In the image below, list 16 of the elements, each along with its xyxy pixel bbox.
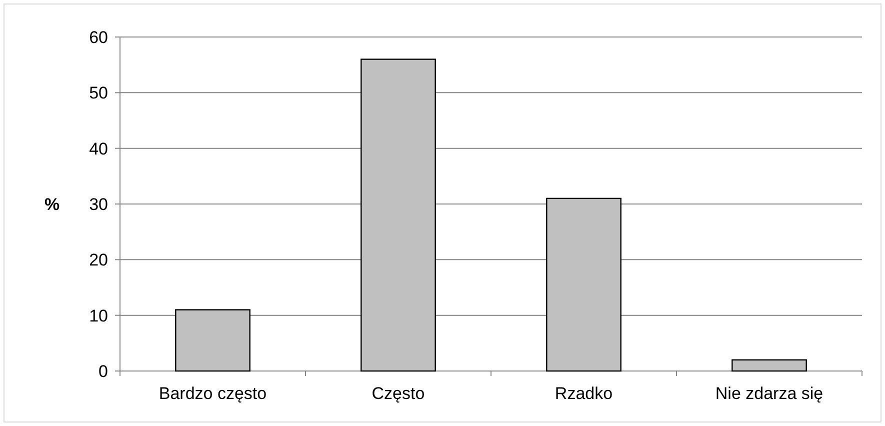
y-tick-label: 30: [89, 194, 108, 214]
bar: [546, 198, 622, 372]
y-tick-label: 0: [98, 362, 108, 381]
bar: [360, 58, 436, 372]
x-tick-label: Bardzo często: [158, 384, 267, 403]
bar: [175, 309, 250, 372]
y-tick-label: 60: [89, 28, 108, 47]
y-tick-label: 50: [89, 84, 108, 103]
bar: [732, 359, 807, 372]
y-tick-label: 10: [89, 306, 108, 326]
x-tick-label: Często: [372, 384, 425, 403]
y-tick-label: 40: [89, 139, 108, 158]
x-tick-label: Rzadko: [554, 384, 613, 403]
y-tick-label: 20: [89, 250, 108, 270]
y-axis-title: %: [44, 195, 60, 214]
x-tick-label: Nie zdarza się: [715, 384, 824, 403]
